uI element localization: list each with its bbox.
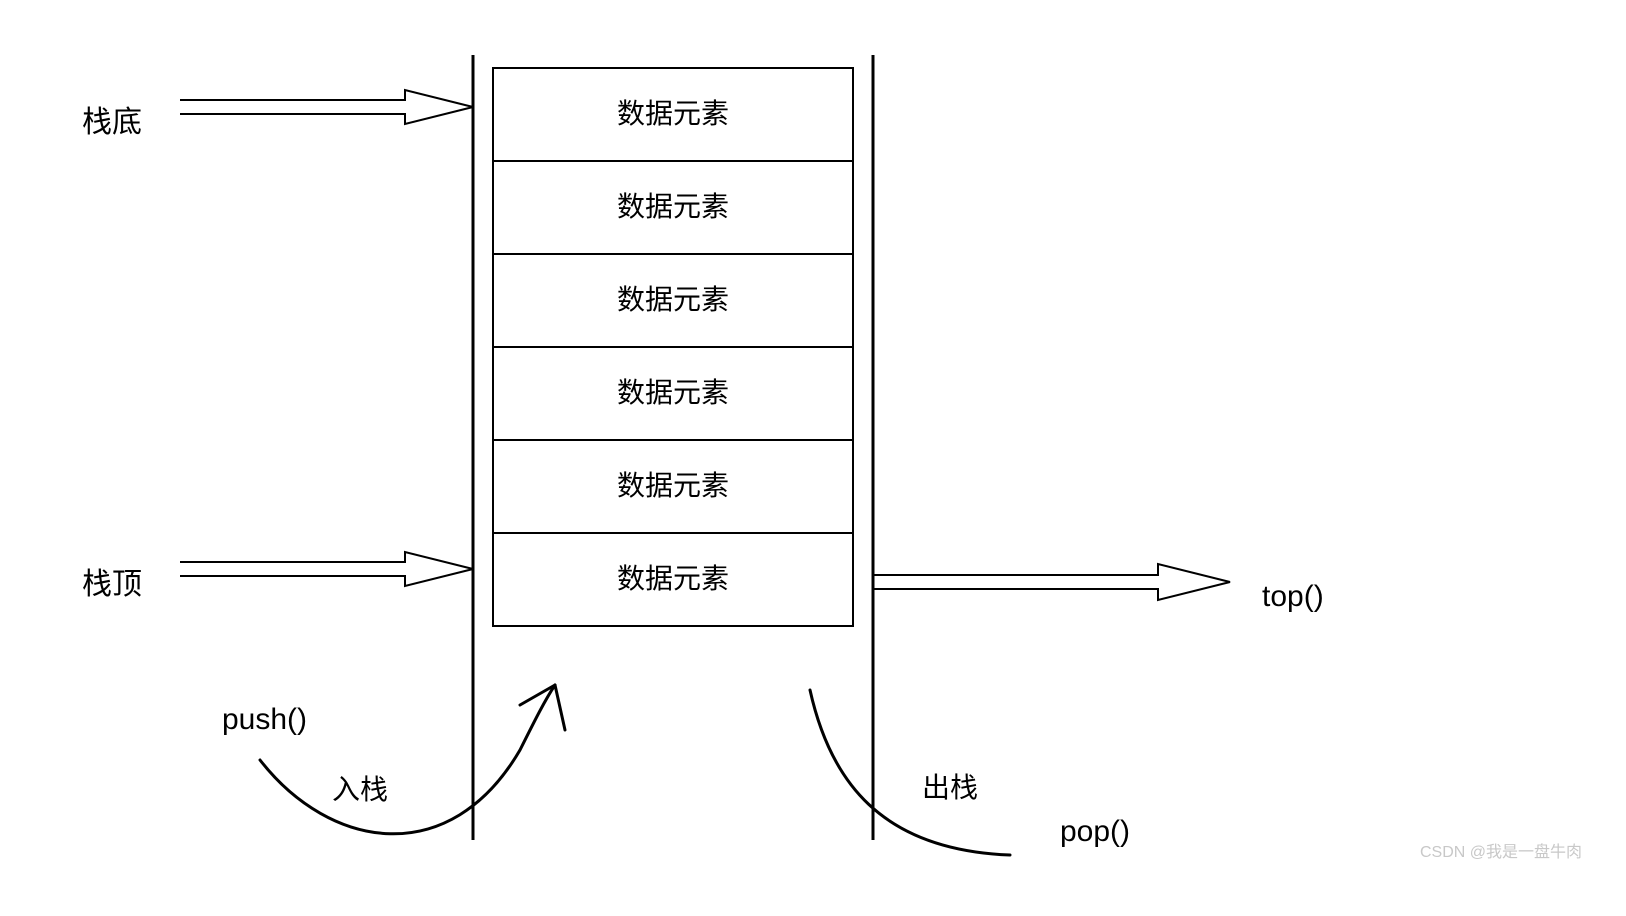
label-stack-top: 栈顶 bbox=[82, 559, 142, 603]
stack-cell-label: 数据元素 bbox=[617, 470, 729, 502]
label-stack-bottom: 栈底 bbox=[82, 97, 142, 141]
watermark: CSDN @我是一盘牛肉 bbox=[1420, 838, 1582, 862]
stack-cell-label: 数据元素 bbox=[617, 191, 729, 223]
stack-cell-label: 数据元素 bbox=[617, 563, 729, 595]
arrow-top-pointer bbox=[180, 552, 473, 586]
label-push-fn: push() bbox=[222, 703, 307, 737]
stack-cell-label: 数据元素 bbox=[617, 284, 729, 316]
label-push-cn: 入栈 bbox=[332, 768, 388, 808]
arrow-bottom-pointer bbox=[180, 90, 473, 124]
label-top-fn: top() bbox=[1262, 580, 1324, 614]
arrow-top-output bbox=[873, 564, 1230, 600]
stack-cell-label: 数据元素 bbox=[617, 98, 729, 130]
push-arrowhead bbox=[555, 685, 565, 730]
label-pop-cn: 出栈 bbox=[922, 766, 978, 806]
label-pop-fn: pop() bbox=[1060, 815, 1130, 849]
stack-diagram-svg: 数据元素数据元素数据元素数据元素数据元素数据元素 bbox=[0, 0, 1626, 916]
stack-cell-label: 数据元素 bbox=[617, 377, 729, 409]
pop-curve bbox=[810, 690, 1010, 855]
